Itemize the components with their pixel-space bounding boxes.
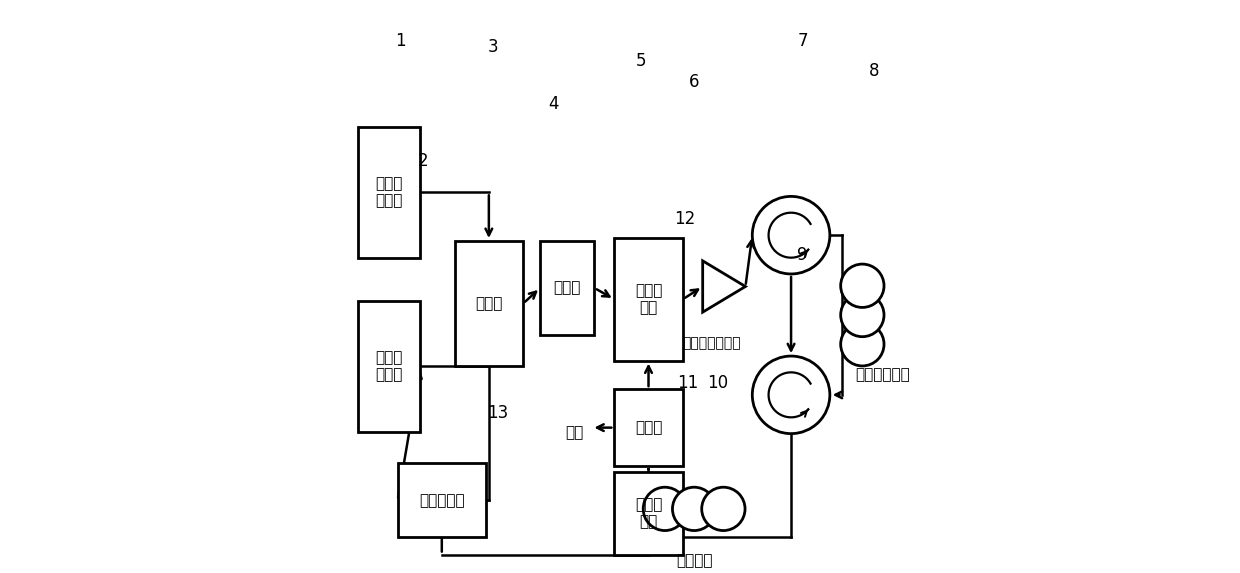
Text: 7: 7 xyxy=(797,32,807,50)
Text: 6: 6 xyxy=(689,73,699,91)
Text: 可调谐
激光器: 可调谐 激光器 xyxy=(376,176,403,209)
Text: 耦合器: 耦合器 xyxy=(475,296,502,311)
Polygon shape xyxy=(703,261,745,312)
Text: 掺铒光纤放大器: 掺铒光纤放大器 xyxy=(682,336,740,351)
Text: 高非线性光纤: 高非线性光纤 xyxy=(854,367,910,382)
Text: 单模光纤: 单模光纤 xyxy=(676,553,712,568)
Bar xyxy=(614,472,683,555)
Circle shape xyxy=(841,323,884,366)
Circle shape xyxy=(644,487,687,531)
Circle shape xyxy=(753,356,830,434)
Circle shape xyxy=(672,487,715,531)
Text: 可调谐
激光器: 可调谐 激光器 xyxy=(376,350,403,383)
Text: 4: 4 xyxy=(548,95,558,113)
Text: 10: 10 xyxy=(708,374,729,393)
Text: 功分器: 功分器 xyxy=(635,420,662,435)
Text: 输出: 输出 xyxy=(565,426,584,441)
Bar xyxy=(455,241,523,366)
Text: 8: 8 xyxy=(868,62,879,80)
Text: 9: 9 xyxy=(797,246,807,264)
Text: 分束器: 分束器 xyxy=(553,280,582,296)
Text: 3: 3 xyxy=(489,38,498,56)
Text: 13: 13 xyxy=(487,404,508,422)
Text: 光电探
测器: 光电探 测器 xyxy=(635,497,662,529)
Bar xyxy=(614,238,683,360)
Circle shape xyxy=(702,487,745,531)
Bar xyxy=(357,127,420,258)
Circle shape xyxy=(841,264,884,308)
Circle shape xyxy=(753,197,830,274)
Bar xyxy=(541,241,594,335)
Text: 11: 11 xyxy=(677,374,698,393)
Circle shape xyxy=(841,293,884,337)
Text: 强度调
制器: 强度调 制器 xyxy=(635,283,662,316)
Bar xyxy=(357,301,420,432)
Text: 12: 12 xyxy=(675,210,696,228)
Text: 锁相环系统: 锁相环系统 xyxy=(419,493,465,508)
Bar xyxy=(398,463,486,537)
Text: 2: 2 xyxy=(418,152,429,170)
Bar xyxy=(614,389,683,466)
Text: 5: 5 xyxy=(636,52,646,70)
Text: 1: 1 xyxy=(396,32,405,50)
